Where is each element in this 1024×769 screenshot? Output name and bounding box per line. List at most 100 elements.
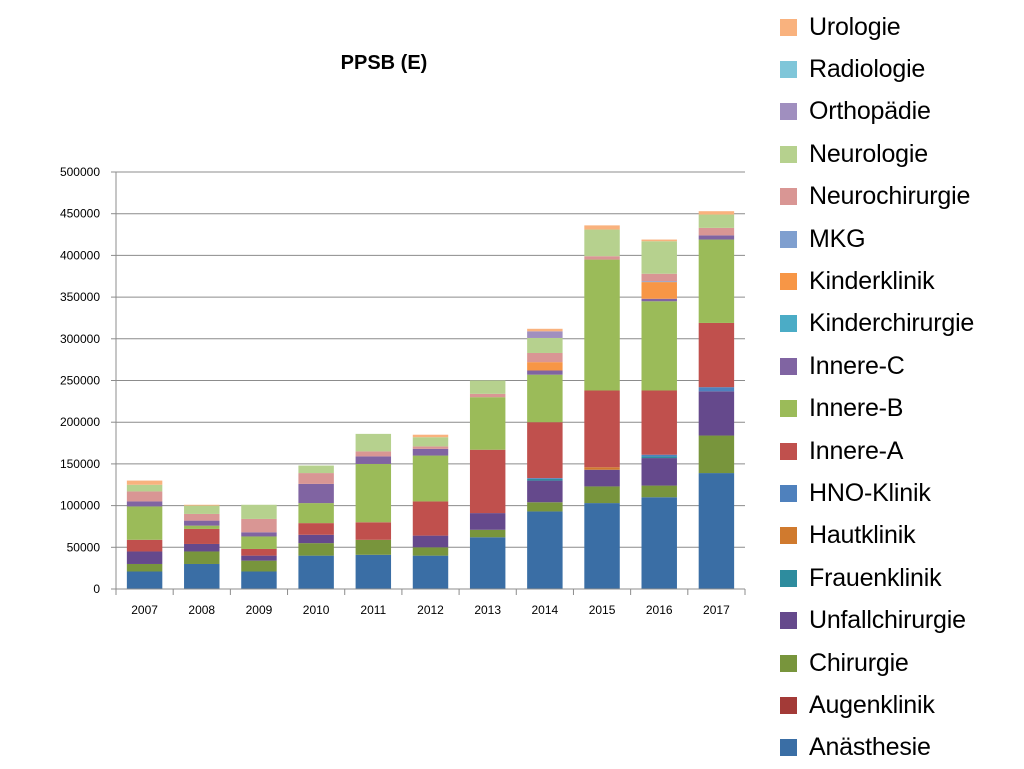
legend-swatch bbox=[780, 18, 797, 36]
legend-item: HNO-Klinik bbox=[780, 472, 1020, 514]
bar-segment bbox=[126, 501, 163, 507]
bar-segment bbox=[241, 504, 277, 519]
bar-segment bbox=[412, 555, 449, 589]
legend-label: Urologie bbox=[809, 12, 901, 41]
bar-segment bbox=[469, 513, 506, 530]
bar-segment bbox=[184, 551, 220, 564]
bar-segment bbox=[584, 225, 620, 230]
bar-segment bbox=[584, 390, 620, 468]
bar-segment bbox=[584, 256, 620, 260]
bar-segment bbox=[355, 451, 392, 457]
bar-segment bbox=[298, 523, 334, 535]
legend-label: Neurochirurgie bbox=[809, 182, 971, 211]
legend-item: Unfallchirurgie bbox=[780, 599, 1020, 641]
bar-segment bbox=[527, 352, 563, 363]
bar-segment bbox=[469, 537, 506, 589]
bar-segment bbox=[241, 536, 277, 549]
bar-segment bbox=[527, 337, 563, 353]
legend-item: Innere-C bbox=[780, 345, 1020, 387]
bar-segment bbox=[698, 235, 735, 240]
bar-segment bbox=[355, 463, 392, 523]
legend-label: Neurologie bbox=[809, 139, 928, 168]
x-tick-label: 2015 bbox=[589, 603, 616, 617]
bar-segment bbox=[584, 469, 620, 487]
legend-item: Urologie bbox=[780, 6, 1020, 48]
bar-segment bbox=[184, 543, 220, 552]
bar-segment bbox=[241, 532, 277, 537]
legend-label: Orthopädie bbox=[809, 97, 931, 126]
legend-swatch bbox=[780, 696, 797, 714]
bar-segment bbox=[698, 322, 735, 388]
bar-segment bbox=[298, 465, 334, 474]
bar-segment bbox=[184, 528, 220, 544]
bar-segment bbox=[527, 511, 563, 589]
legend-label: Innere-A bbox=[809, 436, 904, 465]
stacked-bar-chart: 0 50000 100000 150000 200000 250000 300000 3500… bbox=[60, 165, 746, 617]
y-tick-label: 0 bbox=[93, 582, 100, 596]
legend-swatch bbox=[780, 188, 797, 206]
legend-item: Innere-A bbox=[780, 430, 1020, 472]
x-tick-label: 2012 bbox=[417, 603, 444, 617]
x-tick-label: 2014 bbox=[532, 603, 559, 617]
legend-swatch bbox=[780, 484, 797, 502]
bar-segment bbox=[126, 484, 163, 492]
bar-segment bbox=[641, 273, 677, 282]
y-tick-label: 450000 bbox=[60, 207, 100, 221]
bar-segment bbox=[641, 390, 677, 455]
bar-segment bbox=[126, 480, 163, 485]
legend-swatch bbox=[780, 315, 797, 333]
legend-item: MKG bbox=[780, 218, 1020, 260]
legend-swatch bbox=[780, 569, 797, 587]
bar-segment bbox=[126, 491, 163, 502]
legend-item: Anästhesie bbox=[780, 727, 1020, 769]
bar-segment bbox=[184, 520, 220, 526]
bar-segment bbox=[527, 422, 563, 479]
bar-segment bbox=[469, 529, 506, 538]
legend-swatch bbox=[780, 145, 797, 163]
bar-segment bbox=[698, 387, 735, 392]
legend-swatch bbox=[780, 230, 797, 248]
x-axis-tick-labels: 2007 2008 2009 2010 2011 2012 2013 2014 2015 2016… bbox=[131, 603, 730, 617]
legend-swatch bbox=[780, 654, 797, 672]
legend-item: Orthopädie bbox=[780, 91, 1020, 133]
legend-label: Unfallchirurgie bbox=[809, 606, 966, 635]
bar-segment bbox=[126, 551, 163, 564]
bar-segment bbox=[126, 539, 163, 552]
bar-segment bbox=[412, 547, 449, 556]
legend-item: Hautklinik bbox=[780, 515, 1020, 557]
bar-segment bbox=[184, 504, 220, 506]
x-tick-label: 2008 bbox=[188, 603, 215, 617]
bar-segment bbox=[412, 446, 449, 449]
bar-segment bbox=[184, 525, 220, 529]
bar-segment bbox=[641, 454, 677, 457]
y-tick-label: 400000 bbox=[60, 248, 100, 262]
bar-segment bbox=[298, 483, 334, 504]
bar-segment bbox=[355, 522, 392, 540]
bar-segment bbox=[412, 535, 449, 548]
bar-segment bbox=[126, 563, 163, 572]
bar-segment bbox=[355, 554, 392, 589]
x-tick-label: 2017 bbox=[703, 603, 730, 617]
legend-item: Radiologie bbox=[780, 48, 1020, 90]
y-axis-tick-labels: 0 50000 100000 150000 200000 250000 300000 3500… bbox=[60, 165, 100, 596]
legend-label: Augenklinik bbox=[809, 690, 935, 719]
bar-segment bbox=[641, 497, 677, 589]
legend-item: Augenklinik bbox=[780, 684, 1020, 726]
x-tick-label: 2013 bbox=[474, 603, 501, 617]
legend-label: Innere-B bbox=[809, 394, 904, 423]
legend-label: Kinderklinik bbox=[809, 267, 935, 296]
bar-segment bbox=[698, 473, 735, 589]
legend-label: Anästhesie bbox=[809, 733, 931, 762]
bar-segment bbox=[241, 518, 277, 533]
legend-swatch bbox=[780, 527, 797, 545]
bar-segment bbox=[412, 501, 449, 536]
bar-segment bbox=[469, 380, 506, 394]
bar-segment bbox=[641, 241, 677, 274]
legend-label: MKG bbox=[809, 224, 866, 253]
legend-swatch bbox=[780, 103, 797, 121]
bar-segment bbox=[527, 478, 563, 479]
legend-label: Innere-C bbox=[809, 351, 905, 380]
legend-swatch bbox=[780, 273, 797, 291]
legend-item: Frauenklinik bbox=[780, 557, 1020, 599]
legend-label: HNO-Klinik bbox=[809, 478, 931, 507]
